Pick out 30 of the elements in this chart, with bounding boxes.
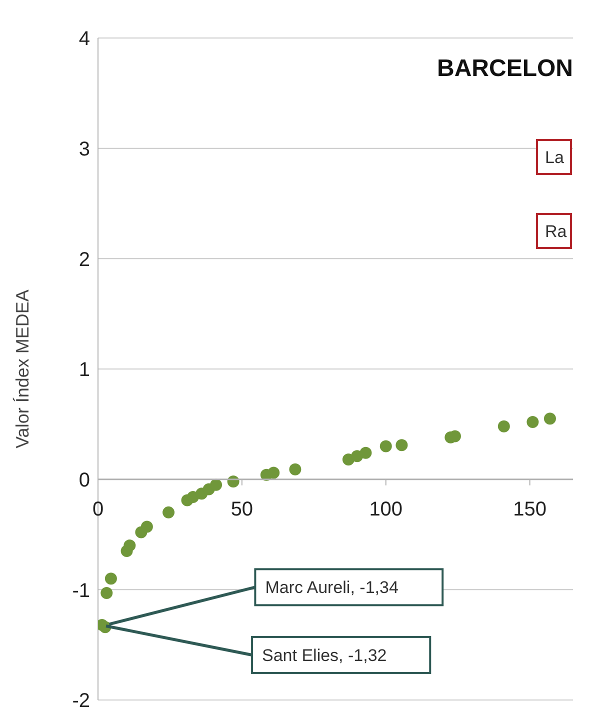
point bbox=[140, 520, 153, 533]
point bbox=[210, 478, 222, 491]
point bbox=[498, 420, 510, 432]
point bbox=[268, 466, 280, 479]
point bbox=[544, 412, 556, 425]
x-tick-label: 100 bbox=[369, 498, 403, 520]
point bbox=[380, 440, 392, 452]
y-tick-label: 1 bbox=[78, 359, 90, 382]
y-tick-label: -2 bbox=[72, 690, 90, 712]
y-tick-label: 4 bbox=[78, 28, 90, 50]
point bbox=[124, 540, 136, 552]
point bbox=[104, 572, 117, 585]
point bbox=[162, 506, 175, 518]
annotation: Sant Elies, -1,32 bbox=[262, 646, 387, 665]
text: BARCELON bbox=[437, 55, 573, 82]
annotation: Ra bbox=[545, 222, 568, 241]
point bbox=[360, 446, 372, 459]
y-tick-label: 2 bbox=[78, 248, 90, 271]
y-tick-label: 0 bbox=[78, 469, 90, 492]
point bbox=[100, 586, 113, 599]
annotation: Marc Aureli, -1,34 bbox=[265, 578, 398, 598]
x-tick-label: 50 bbox=[230, 498, 254, 520]
y-axis-title: Valor Índex MEDEA bbox=[12, 290, 32, 448]
point bbox=[526, 416, 539, 428]
x-tick-label: 150 bbox=[513, 498, 547, 520]
y-tick-label: -1 bbox=[72, 580, 90, 602]
point bbox=[289, 463, 302, 476]
y-tick-label: 3 bbox=[78, 138, 90, 160]
annotation: La bbox=[545, 148, 564, 167]
point bbox=[396, 439, 408, 452]
